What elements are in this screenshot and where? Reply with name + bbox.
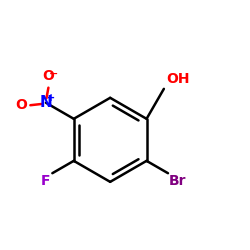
Text: −: − (49, 69, 58, 79)
Text: N: N (40, 95, 52, 110)
Text: O: O (15, 98, 27, 112)
Text: O: O (42, 69, 54, 83)
Text: Br: Br (169, 174, 187, 188)
Text: OH: OH (166, 72, 190, 86)
Text: +: + (47, 93, 56, 103)
Text: F: F (40, 174, 50, 188)
